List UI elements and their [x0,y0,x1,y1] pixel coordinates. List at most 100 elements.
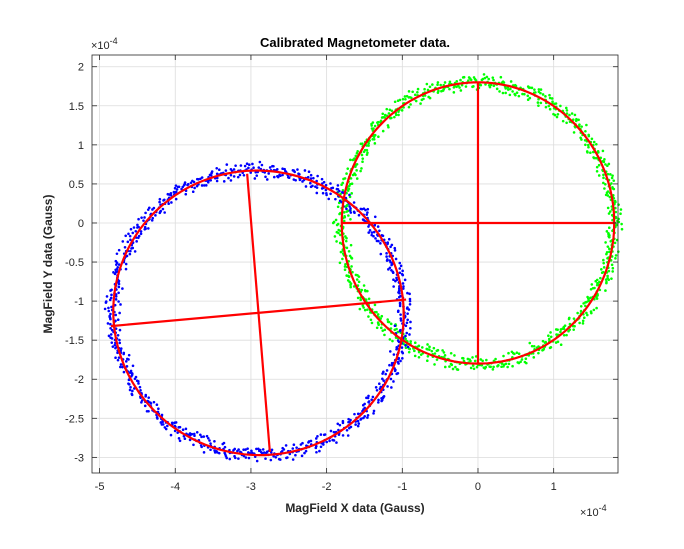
data-point [389,245,392,249]
data-point [528,341,532,345]
data-point [174,197,178,201]
data-point [331,221,335,225]
data-point [377,323,380,327]
data-point [377,135,380,138]
data-point [209,442,212,445]
data-point [607,232,610,235]
data-point [604,289,607,292]
data-point [603,187,606,190]
data-point [559,330,562,334]
data-point [339,250,343,254]
data-point [361,218,365,221]
data-point [105,295,109,298]
data-point [344,205,347,208]
data-point [301,180,304,183]
data-point [222,180,226,183]
data-point [366,207,370,211]
data-point [428,345,431,349]
data-point [334,218,338,222]
data-point [291,458,295,461]
data-point [174,421,178,424]
data-point [620,222,623,226]
data-point [199,433,202,437]
data-point [572,328,575,331]
data-point [395,345,399,349]
data-point [138,385,142,389]
data-point [338,261,342,265]
data-point [605,280,608,284]
data-point [607,226,611,230]
data-point [178,439,182,443]
data-point [392,285,395,288]
data-point [368,229,372,232]
data-point [362,284,366,287]
data-point [413,341,417,345]
data-point [133,250,137,253]
data-point [129,249,132,253]
data-point [432,346,436,350]
data-point [345,207,348,211]
data-point [376,225,380,228]
data-point [387,112,391,115]
data-point [119,363,123,366]
data-point [500,362,504,365]
data-point [399,319,403,322]
data-point [260,452,264,455]
data-point [372,409,376,413]
data-point [382,395,386,398]
data-point [436,91,440,94]
data-point [324,183,328,187]
data-point [423,87,426,91]
x-tick-label: -1 [397,481,407,493]
data-point [340,183,343,187]
data-point [448,87,451,91]
data-point [561,119,565,123]
data-point [124,262,128,266]
data-point [360,153,364,157]
data-point [128,252,132,256]
data-point [335,441,338,444]
data-point [332,439,336,442]
data-point [148,206,151,210]
data-point [606,245,610,248]
data-point [408,302,412,306]
data-point [606,274,609,278]
data-point [338,423,342,427]
data-point [281,173,284,177]
data-point [252,166,255,170]
data-point [244,456,248,459]
data-point [309,185,313,189]
data-point [150,219,154,222]
data-point [370,127,374,130]
data-point [116,358,120,362]
data-point [539,88,543,91]
minor-axis-line [246,173,271,452]
data-point [109,333,113,336]
data-point [184,427,188,431]
data-point [607,162,611,166]
data-point [430,349,434,353]
data-point [355,177,359,180]
x-axis-label: MagField X data (Gauss) [285,501,424,515]
data-point [119,365,122,369]
data-point [409,340,413,343]
data-point [108,298,112,302]
data-point [605,250,609,254]
y-tick-label: -0.5 [65,257,84,269]
data-point [507,351,510,355]
y-tick-label: 0 [78,218,84,230]
data-point [236,175,240,179]
data-point [597,163,601,167]
data-point [363,415,367,418]
data-point [269,458,273,462]
data-point [200,445,203,449]
data-point [603,158,606,161]
data-point [511,90,514,93]
data-point [458,86,461,89]
data-point [563,324,567,327]
data-point [137,236,140,240]
y-tick-label: -1.5 [65,335,84,347]
data-point [390,386,393,389]
data-point [393,324,397,328]
data-point [137,217,140,221]
